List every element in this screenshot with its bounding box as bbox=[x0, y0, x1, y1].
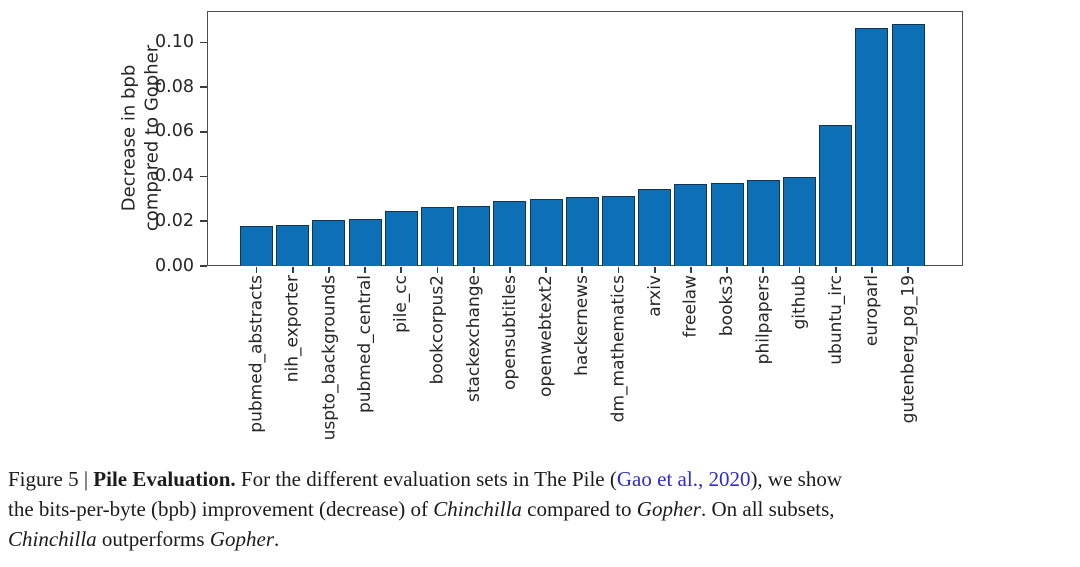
citation-link[interactable]: Gao et al., 2020 bbox=[616, 467, 751, 491]
caption-text: ), we show bbox=[750, 467, 843, 491]
caption-text: compared to bbox=[521, 497, 637, 521]
caption-text: . bbox=[274, 527, 280, 551]
bar-nih_exporter bbox=[276, 224, 310, 266]
y-tick-mark bbox=[199, 265, 207, 267]
x-tick-mark bbox=[364, 267, 366, 273]
x-tick-label: gutenberg_pg_19 bbox=[898, 275, 919, 424]
bar-pile_cc bbox=[384, 211, 418, 266]
bar-arxiv bbox=[638, 188, 672, 266]
y-tick-mark bbox=[199, 175, 207, 178]
caption-text: the bits-per-byte (bpb) improvement (dec… bbox=[8, 497, 434, 521]
bar-ubuntu_irc bbox=[819, 125, 853, 266]
x-tick-label: nih_exporter bbox=[282, 275, 303, 383]
x-tick-mark bbox=[907, 267, 909, 273]
bar-github bbox=[783, 176, 816, 266]
x-tick-label: philpapers bbox=[753, 275, 774, 365]
caption-text: Chinchilla bbox=[8, 527, 97, 551]
y-tick-label: 0.04 bbox=[155, 166, 194, 187]
caption-text: outperforms bbox=[96, 527, 210, 551]
x-tick-mark bbox=[545, 267, 547, 273]
x-tick-mark bbox=[834, 267, 837, 273]
caption-line: Chinchilla outperforms Gopher. bbox=[8, 524, 1074, 554]
x-tick-label: freelaw bbox=[680, 275, 701, 338]
x-tick-mark bbox=[472, 267, 475, 273]
x-tick-mark bbox=[617, 267, 620, 273]
x-tick-mark bbox=[328, 267, 330, 273]
x-tick-label: books3 bbox=[717, 275, 738, 337]
caption-text: . On all subsets, bbox=[700, 497, 835, 521]
x-tick-mark bbox=[509, 267, 511, 273]
bar-opensubtitles bbox=[493, 201, 527, 266]
caption-text: For the different evaluation sets in The… bbox=[235, 467, 617, 491]
caption-text: Pile Evaluation. bbox=[93, 467, 236, 491]
caption-line: Figure 5 | Pile Evaluation. For the diff… bbox=[8, 464, 1074, 494]
bar-freelaw bbox=[674, 184, 708, 266]
caption-line: the bits-per-byte (bpb) improvement (dec… bbox=[8, 494, 1074, 524]
x-tick-mark bbox=[871, 267, 873, 273]
bar-bookcorpus2 bbox=[421, 206, 454, 266]
x-tick-mark bbox=[690, 267, 692, 273]
bar-openwebtext2 bbox=[529, 198, 563, 266]
x-tick-mark bbox=[762, 267, 765, 273]
x-tick-label: opensubtitles bbox=[499, 275, 520, 390]
x-tick-mark bbox=[726, 267, 728, 273]
y-tick-mark bbox=[199, 131, 207, 133]
x-tick-label: github bbox=[789, 275, 810, 330]
x-tick-mark bbox=[291, 267, 294, 273]
x-tick-mark bbox=[436, 267, 439, 273]
bar-books3 bbox=[710, 183, 744, 266]
y-tick-mark bbox=[199, 41, 207, 44]
x-tick-mark bbox=[400, 267, 403, 273]
y-tick-label: 0.02 bbox=[155, 210, 194, 231]
x-tick-mark bbox=[798, 267, 801, 273]
bar-uspto_backgrounds bbox=[312, 220, 346, 266]
caption-text: Gopher bbox=[636, 497, 701, 521]
caption-text: Gopher bbox=[209, 527, 274, 551]
x-tick-label: hackernews bbox=[572, 275, 593, 376]
x-tick-label: ubuntu_irc bbox=[825, 275, 846, 365]
figure-caption: Figure 5 | Pile Evaluation. For the diff… bbox=[8, 464, 1074, 554]
bar-dm_mathematics bbox=[602, 195, 635, 266]
x-tick-label: pubmed_abstracts bbox=[246, 275, 267, 433]
bar-pubmed_central bbox=[348, 219, 382, 266]
y-tick-label: 0.10 bbox=[155, 32, 194, 52]
x-tick-mark bbox=[653, 267, 656, 273]
y-tick-label: 0.06 bbox=[155, 121, 194, 142]
x-tick-label: europarl bbox=[861, 275, 882, 347]
x-tick-label: pubmed_central bbox=[355, 275, 376, 414]
bar-europarl bbox=[855, 27, 889, 266]
x-tick-label: dm_mathematics bbox=[608, 275, 629, 423]
y-tick-mark bbox=[199, 86, 207, 89]
x-tick-label: uspto_backgrounds bbox=[318, 275, 339, 441]
y-tick-mark bbox=[199, 220, 207, 223]
bar-philpapers bbox=[746, 179, 780, 266]
x-tick-label: bookcorpus2 bbox=[427, 275, 448, 385]
bar-pubmed_abstracts bbox=[240, 225, 273, 266]
x-tick-label: stackexchange bbox=[463, 275, 484, 403]
bar-hackernews bbox=[565, 196, 599, 266]
x-tick-mark bbox=[581, 267, 584, 273]
x-tick-label: openwebtext2 bbox=[536, 275, 557, 397]
caption-text: Figure 5 | bbox=[8, 467, 94, 491]
x-tick-mark bbox=[255, 267, 258, 273]
x-tick-label: arxiv bbox=[644, 275, 665, 317]
y-tick-label: 0.08 bbox=[155, 76, 194, 97]
bar-gutenberg_pg_19 bbox=[891, 23, 925, 266]
y-tick-label: 0.00 bbox=[155, 255, 194, 276]
bar-stackexchange bbox=[457, 205, 491, 266]
x-tick-label: pile_cc bbox=[391, 275, 412, 333]
caption-text: Chinchilla bbox=[433, 497, 522, 521]
